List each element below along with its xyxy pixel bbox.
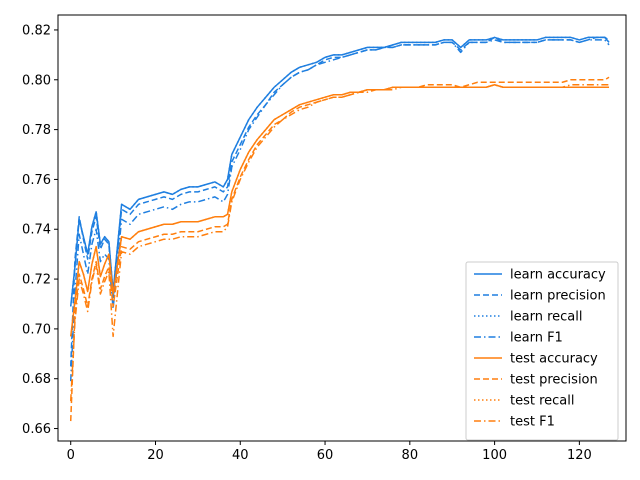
legend-box — [465, 261, 619, 441]
x-tick-label: 100 — [482, 448, 507, 463]
legend-label: learn recall — [510, 310, 582, 325]
series-layer — [69, 36, 610, 422]
x-tick-label: 0 — [67, 448, 75, 463]
x-tick-label: 80 — [402, 448, 419, 463]
y-tick-label: 0.74 — [22, 223, 51, 238]
y-tick-label: 0.66 — [22, 422, 51, 437]
series-line-test-f1 — [69, 84, 610, 402]
legend-label: learn F1 — [510, 331, 563, 346]
y-tick-label: 0.70 — [22, 322, 51, 337]
legend-label: learn precision — [510, 289, 606, 304]
y-tick-label: 0.68 — [22, 372, 51, 387]
series-line-learn-recall — [69, 36, 610, 307]
legend-label: test recall — [510, 394, 575, 409]
y-tick-label: 0.76 — [22, 173, 51, 188]
series-line-learn-f1 — [69, 39, 610, 382]
x-tick-label: 40 — [232, 448, 249, 463]
y-tick-label: 0.72 — [22, 273, 51, 288]
legend-label: test F1 — [510, 415, 555, 430]
legend-label: test precision — [510, 373, 598, 388]
legend: learn accuracy learn precision learn recal… — [465, 261, 619, 441]
axes-layer: 0 20 40 60 80 100 120 0.66 0.68 0.70 0.72 0.74 0.76 0… — [22, 23, 592, 463]
x-tick-label: 20 — [147, 448, 164, 463]
x-tick-label: 60 — [317, 448, 334, 463]
y-tick-label: 0.78 — [22, 123, 51, 138]
y-tick-label: 0.82 — [22, 23, 51, 38]
x-tick-label: 120 — [567, 448, 592, 463]
legend-label: learn accuracy — [510, 268, 606, 283]
series-line-test-accuracy — [69, 84, 610, 337]
legend-label: test accuracy — [510, 352, 598, 367]
y-tick-label: 0.80 — [22, 73, 51, 88]
plot-frame — [57, 14, 627, 442]
